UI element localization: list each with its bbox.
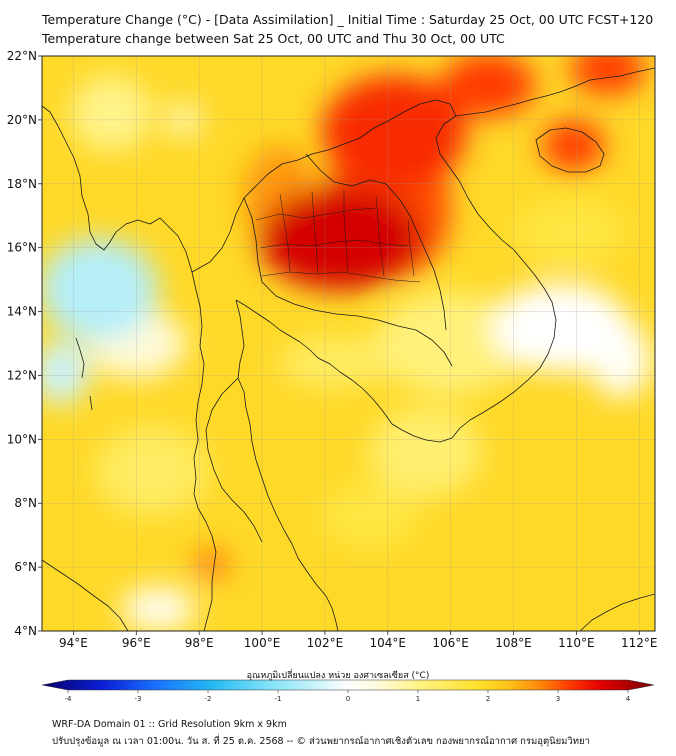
colorbar-ticks: -4 -3 -2 -1 0 1 2 3 4 xyxy=(65,690,631,703)
map-frame xyxy=(41,55,656,632)
colorbar-tick-label: -1 xyxy=(275,695,282,703)
lat-tick-label: 14°N xyxy=(7,305,37,319)
anomaly-blob xyxy=(42,340,90,405)
anomaly-blob xyxy=(120,586,197,631)
temperature-change-field xyxy=(42,56,655,631)
lat-tick-label: 12°N xyxy=(7,368,37,382)
lon-tick-label: 96°E xyxy=(122,636,151,650)
colorbar-tick-label: -4 xyxy=(65,695,73,703)
map-axes: 4°N 6°N 8°N 10°N 12°N 14°N 16°N 18°N 20°N 22°N 94°… xyxy=(7,49,658,650)
island-andaman xyxy=(75,337,93,411)
colorbar-tick-label: 1 xyxy=(416,695,420,703)
lat-lon-gridlines xyxy=(42,56,655,631)
anomaly-blob xyxy=(321,75,467,191)
coastline-china-south xyxy=(485,67,655,113)
coastline-borneo xyxy=(579,593,655,631)
colorbar-tick-label: 3 xyxy=(556,695,560,703)
lon-tick-label: 108°E xyxy=(495,636,532,650)
coastline-hainan xyxy=(535,127,605,173)
anomaly-blob xyxy=(491,282,630,373)
border-laos-vietnam xyxy=(343,99,457,145)
anomaly-blob xyxy=(318,484,420,548)
anomaly-blob xyxy=(513,199,627,264)
lon-tick-label: 94°E xyxy=(59,636,88,650)
colorbar: -4 -3 -2 -1 0 1 2 3 4 xyxy=(41,679,655,703)
border-mekong xyxy=(305,153,447,331)
coastline-myanmar-west xyxy=(42,105,193,273)
coastline-andaman-west xyxy=(191,271,217,631)
colorbar-label: อุณหภูมิเปลี่ยนแปลง หน่วย องศาเซลเซียส (… xyxy=(246,671,430,681)
map-title: Temperature Change (°C) - [Data Assimila… xyxy=(42,12,654,27)
lon-tick-label: 106°E xyxy=(432,636,469,650)
colorbar-tick-label: 4 xyxy=(626,695,631,703)
anomaly-blob xyxy=(541,119,605,171)
anomaly-blob xyxy=(42,238,159,341)
border-thailand-laos-cambodia xyxy=(243,197,453,367)
coastline-sumatra xyxy=(42,559,129,631)
lon-tick-label: 110°E xyxy=(558,636,595,650)
anomaly-blob xyxy=(194,549,230,579)
lon-tick-label: 104°E xyxy=(370,636,407,650)
anomaly-blob xyxy=(368,407,483,497)
border-myanmar-thailand xyxy=(191,143,345,273)
lon-tick-label: 98°E xyxy=(185,636,214,650)
anomaly-blob xyxy=(70,75,153,152)
lat-tick-label: 6°N xyxy=(14,560,37,574)
lon-tick-label: 112°E xyxy=(621,636,658,650)
province-lines-thailand xyxy=(255,190,421,283)
colorbar-tick-label: -2 xyxy=(205,695,212,703)
lat-tick-label: 8°N xyxy=(14,496,37,510)
lat-tick-label: 10°N xyxy=(7,432,37,446)
lat-tick-label: 16°N xyxy=(7,241,37,255)
lat-tick-label: 18°N xyxy=(7,177,37,191)
lon-tick-label: 100°E xyxy=(244,636,281,650)
map-subtitle: Temperature change between Sat 25 Oct, 0… xyxy=(42,31,505,46)
anomaly-blob xyxy=(95,426,209,516)
coastline-gulf-of-thailand xyxy=(235,299,339,631)
anomaly-blob xyxy=(258,186,423,290)
lat-tick-label: 20°N xyxy=(7,113,37,127)
colorbar-tick-label: 0 xyxy=(346,695,350,703)
colorbar-tick-label: 2 xyxy=(486,695,490,703)
lat-tick-label: 22°N xyxy=(7,49,37,63)
anomaly-blob xyxy=(277,337,391,389)
coastline-gulf-head xyxy=(235,111,557,443)
model-info: WRF-DA Domain 01 :: Grid Resolution 9km … xyxy=(52,719,287,730)
anomaly-blob xyxy=(441,56,536,117)
anomaly-blob xyxy=(570,56,646,95)
coastlines-and-borders xyxy=(42,67,655,631)
update-credit: ปรับปรุงข้อมูล ณ เวลา 01:00น. วัน ส. ที่… xyxy=(52,736,590,747)
lon-tick-label: 102°E xyxy=(307,636,344,650)
border-malay-peninsula xyxy=(205,377,263,543)
colorbar-tick-label: -3 xyxy=(135,695,142,703)
lat-tick-label: 4°N xyxy=(14,624,37,638)
